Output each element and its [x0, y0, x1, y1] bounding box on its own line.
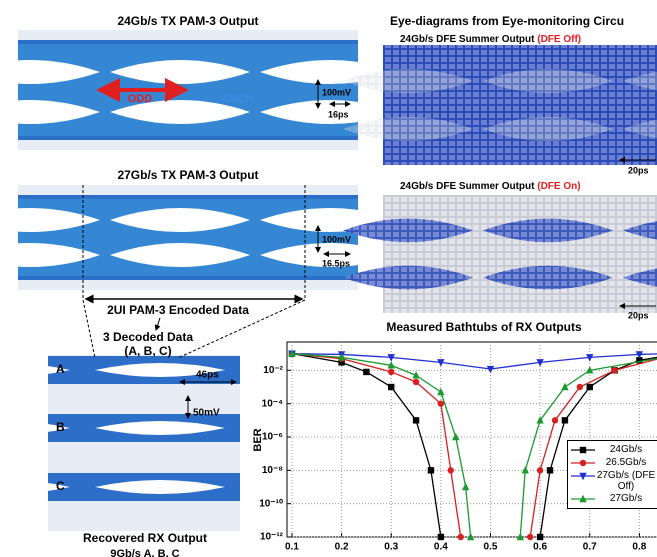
figure-canvas: 24Gb/s TX PAM-3 Output ODD EVEN 100mV 16… — [0, 0, 657, 557]
annotation: EVEN — [223, 93, 253, 105]
panel-title: Recovered RX Output — [83, 531, 207, 545]
data-point — [552, 417, 558, 423]
figure: 24Gb/s TX PAM-3 Output ODD EVEN 100mV 16… — [0, 0, 657, 557]
annotation: 16ps — [328, 109, 349, 119]
annotation: 3 Decoded Data — [103, 330, 193, 344]
data-point — [438, 400, 444, 406]
x-tick-label: 0.5 — [484, 542, 498, 553]
chart-title: Measured Bathtubs of RX Outputs — [386, 320, 582, 334]
legend: 24Gb/s 26.5Gb/s 27Gb/s (DFE Off)27Gb/s — [567, 440, 657, 509]
title-part: 24Gb/s DFE Summer Output — [400, 34, 537, 45]
legend-swatch — [570, 457, 596, 469]
annotation: 2UI PAM-3 Encoded Data — [107, 303, 249, 317]
panel-title: 24Gb/s DFE Summer Output (DFE Off) — [400, 34, 581, 45]
legend-swatch — [570, 444, 596, 456]
x-tick-label: 0.8 — [632, 542, 646, 553]
data-point — [577, 384, 583, 390]
data-point — [580, 460, 586, 466]
title-part: (DFE On) — [537, 181, 580, 192]
x-tick-label: 0.3 — [384, 542, 398, 553]
data-point — [547, 467, 553, 473]
annotation: 16.5ps — [322, 258, 350, 268]
annotation: 100mV — [322, 87, 351, 97]
data-point — [363, 369, 369, 375]
panel-title: Eye-diagrams from Eye-monitoring Circu — [390, 14, 624, 28]
annotation: 46ps — [196, 370, 219, 381]
row-label: A — [56, 362, 65, 376]
annotation: 50mV — [193, 408, 220, 419]
legend-item: 27Gb/s (DFE Off) — [570, 470, 656, 492]
legend-label: 27Gb/s (DFE Off) — [596, 470, 656, 492]
marker-line — [83, 300, 95, 358]
legend-swatch — [570, 493, 596, 505]
y-tick-label: 10⁻¹⁰ — [259, 498, 283, 509]
y-tick-label: 10⁻² — [263, 365, 283, 376]
x-tick-label: 0.7 — [583, 542, 597, 553]
y-tick-label: 10⁻¹² — [260, 532, 284, 543]
data-point — [438, 534, 444, 540]
data-point — [428, 467, 434, 473]
monitor-grid — [383, 45, 657, 165]
y-tick-label: 10⁻⁶ — [262, 432, 283, 443]
data-point — [537, 467, 543, 473]
panel-title: 27Gb/s TX PAM-3 Output — [117, 168, 258, 182]
monitor-grid — [383, 195, 657, 313]
annotation: ODD — [128, 93, 153, 105]
title-part: (DFE Off) — [537, 34, 581, 45]
annotation: 100mV — [322, 234, 351, 244]
data-point — [527, 534, 533, 540]
x-tick-label: 0.1 — [285, 542, 299, 553]
x-tick-label: 0.6 — [533, 542, 547, 553]
legend-item: 27Gb/s — [570, 493, 656, 505]
data-point — [587, 384, 593, 390]
legend-item: 24Gb/s — [570, 444, 656, 456]
x-tick-label: 0.2 — [335, 542, 349, 553]
data-point — [458, 534, 464, 540]
panel-title: 24Gb/s DFE Summer Output (DFE On) — [400, 181, 581, 192]
annotation: 20ps — [628, 310, 649, 320]
row-label: C — [56, 479, 65, 493]
x-tick-label: 0.4 — [434, 542, 448, 553]
data-point — [537, 534, 543, 540]
legend-item: 26.5Gb/s — [570, 457, 656, 469]
data-point — [448, 467, 454, 473]
data-point — [580, 447, 586, 453]
data-point — [388, 384, 394, 390]
data-point — [388, 369, 394, 375]
annotation: 20ps — [628, 165, 649, 175]
legend-swatch — [570, 470, 596, 482]
data-point — [611, 367, 617, 373]
y-tick-label: 10⁻⁸ — [262, 465, 283, 476]
panel-title: 9Gb/s A, B, C — [110, 548, 179, 557]
arrow — [156, 318, 160, 330]
y-tick-label: 10⁻⁴ — [262, 398, 283, 409]
annotation: (A, B, C) — [124, 344, 171, 358]
legend-label: 27Gb/s — [596, 493, 656, 504]
panel-title: 24Gb/s TX PAM-3 Output — [117, 14, 258, 28]
data-point — [413, 417, 419, 423]
data-point — [413, 379, 419, 385]
legend-label: 26.5Gb/s — [596, 457, 656, 468]
row-label: B — [56, 420, 65, 434]
legend-label: 24Gb/s — [596, 444, 656, 455]
data-point — [562, 417, 568, 423]
title-part: 24Gb/s DFE Summer Output — [400, 181, 537, 192]
